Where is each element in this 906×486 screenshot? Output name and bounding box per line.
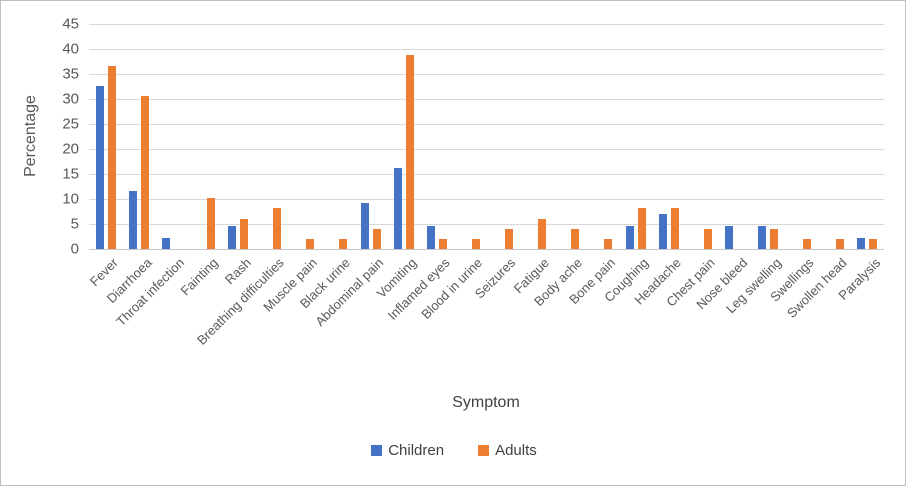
bar-adults-leg-swelling [770, 228, 779, 249]
y-tick-label: 0 [70, 240, 79, 258]
legend-label-adults: Adults [495, 442, 537, 459]
bar-adults-swellings [803, 239, 812, 249]
bar-children-leg-swelling [758, 225, 767, 249]
gridline [89, 199, 884, 200]
y-tick-label: 20 [62, 140, 79, 158]
x-axis-title: Symptom [452, 394, 520, 411]
bar-adults-breathing-difficulties [273, 208, 282, 249]
bar-adults-inflamed-eyes [438, 239, 447, 249]
gridline [89, 74, 884, 75]
y-tick-label: 45 [62, 15, 79, 33]
bar-adults-paralysis [869, 239, 878, 249]
bar-adults-rash [240, 218, 249, 249]
legend-item-adults: Adults [478, 442, 537, 459]
bar-adults-swollen-head [836, 239, 845, 249]
y-tick-label: 5 [70, 215, 79, 233]
y-tick-label: 10 [62, 190, 79, 208]
bar-adults-abdominal-pain [372, 228, 381, 249]
bar-adults-fatigue [538, 218, 547, 249]
bar-adults-chest-pain [703, 228, 712, 249]
gridline [89, 224, 884, 225]
gridline [89, 24, 884, 25]
bar-adults-bone-pain [604, 239, 613, 249]
legend: Children Adults [1, 442, 905, 459]
y-tick-label: 15 [62, 165, 79, 183]
bar-adults-coughing [637, 208, 646, 249]
bar-children-rash [228, 225, 237, 249]
legend-swatch-children [371, 445, 383, 456]
bar-children-fever [95, 86, 104, 249]
bar-adults-blood-in-urine [471, 239, 480, 249]
y-tick-label: 30 [62, 90, 79, 108]
bar-children-throat-infection [161, 237, 170, 249]
y-tick-label: 40 [62, 40, 79, 58]
bar-adults-diarrhoea [140, 96, 149, 249]
y-axis-title: Percentage [22, 95, 39, 177]
bar-children-inflamed-eyes [426, 225, 435, 249]
bar-children-paralysis [857, 237, 866, 249]
bar-adults-vomiting [405, 55, 414, 249]
x-axis-line [89, 249, 884, 250]
gridline [89, 49, 884, 50]
bar-children-headache [658, 214, 667, 249]
bar-children-abdominal-pain [360, 202, 369, 249]
gridline [89, 99, 884, 100]
gridline [89, 124, 884, 125]
legend-label-children: Children [388, 442, 445, 459]
bar-adults-muscle-pain [306, 239, 315, 249]
bar-adults-fainting [206, 198, 215, 249]
gridline [89, 149, 884, 150]
bar-adults-body-ache [571, 228, 580, 249]
y-tick-label: 35 [62, 65, 79, 83]
bar-adults-headache [670, 208, 679, 249]
bar-children-vomiting [393, 167, 402, 249]
bar-adults-black-urine [339, 239, 348, 249]
legend-item-children: Children [371, 442, 444, 459]
y-tick-label: 25 [62, 115, 79, 133]
bar-adults-seizures [505, 228, 514, 249]
gridline [89, 174, 884, 175]
bar-children-nose-bleed [724, 225, 733, 249]
bar-children-diarrhoea [128, 191, 137, 249]
bar-children-coughing [625, 225, 634, 249]
legend-swatch-adults [478, 445, 490, 456]
bar-adults-fever [107, 65, 116, 249]
plot-area [89, 24, 884, 250]
